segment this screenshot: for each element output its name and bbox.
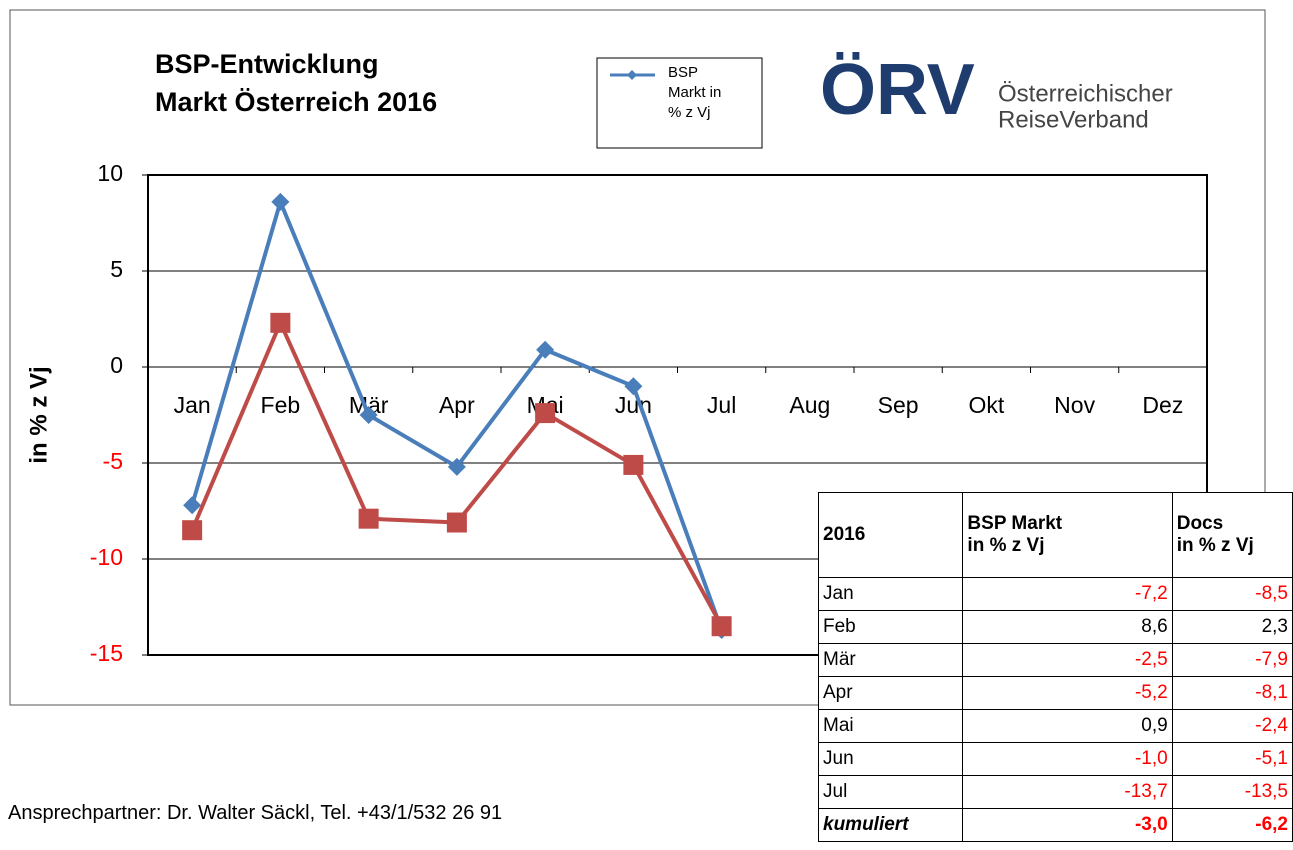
table-row: Jun -1,0 -5,1 bbox=[817, 742, 1293, 776]
y-tick-label: -5 bbox=[103, 448, 123, 474]
table-row: Feb 8,6 2,3 bbox=[817, 610, 1293, 644]
x-tick-label: Jun bbox=[615, 392, 652, 418]
marker bbox=[270, 312, 291, 333]
chart-title: Markt Österreich 2016 bbox=[155, 87, 437, 117]
table-cell: 0,9 bbox=[962, 709, 1173, 743]
table-cell: -1,0 bbox=[962, 742, 1173, 776]
table-cell: 2016 bbox=[817, 492, 964, 578]
marker bbox=[358, 508, 379, 529]
data-table: 2016 BSP Markt in % z Vj Docs in % z Vj Jan -7… bbox=[817, 492, 1293, 842]
header-line: in % z Vj bbox=[967, 535, 1045, 556]
table-cell: BSP Markt in % z Vj bbox=[962, 492, 1173, 578]
marker bbox=[271, 192, 290, 211]
marker bbox=[446, 512, 467, 533]
y-tick-label: -10 bbox=[90, 544, 123, 570]
table-cell: -13,7 bbox=[962, 775, 1173, 809]
logo-text: ReiseVerband bbox=[998, 106, 1149, 133]
table-cell: -3,0 bbox=[962, 808, 1173, 842]
table-cell: -8,5 bbox=[1171, 577, 1293, 611]
table-header: 2016 BSP Markt in % z Vj Docs in % z Vj bbox=[817, 492, 1293, 578]
legend-label: BSP Markt in % z Vj bbox=[668, 64, 722, 121]
x-tick-label: Apr bbox=[439, 392, 475, 418]
x-tick-label: Jul bbox=[707, 392, 736, 418]
x-tick-label: Aug bbox=[789, 392, 830, 418]
table-cell: -8,1 bbox=[1171, 676, 1293, 710]
table-cell: Mär bbox=[817, 643, 964, 677]
table-cell: -7,2 bbox=[962, 577, 1173, 611]
y-tick-label: 10 bbox=[97, 160, 123, 186]
table-cell: -2,4 bbox=[1171, 709, 1293, 743]
x-tick-label: Nov bbox=[1054, 392, 1095, 418]
logo-mark: ÖRV bbox=[820, 50, 975, 130]
legend-box bbox=[596, 57, 763, 149]
y-tick-label: 5 bbox=[110, 256, 123, 282]
table-cell: -13,5 bbox=[1171, 775, 1293, 809]
table-cell: Jun bbox=[817, 742, 964, 776]
table-row: Mär -2,5 -7,9 bbox=[817, 643, 1293, 677]
y-tick-label: 0 bbox=[110, 352, 123, 378]
table-cell: Feb bbox=[817, 610, 964, 644]
marker bbox=[447, 457, 466, 476]
marker bbox=[182, 520, 203, 541]
x-tick-label: Sep bbox=[878, 392, 919, 418]
x-tick-label: Jan bbox=[174, 392, 211, 418]
table-cell: Jul bbox=[817, 775, 964, 809]
table-cell: 2,3 bbox=[1171, 610, 1293, 644]
marker bbox=[711, 616, 732, 637]
marker bbox=[183, 496, 202, 515]
header-line: Docs bbox=[1176, 513, 1224, 534]
marker bbox=[359, 406, 378, 424]
table-cell: -7,9 bbox=[1171, 643, 1293, 677]
x-tick-label: Feb bbox=[261, 392, 301, 418]
header-line: in % z Vj bbox=[1176, 535, 1254, 556]
y-axis-label: in % z Vj bbox=[25, 366, 52, 463]
table-row: Mai 0,9 -2,4 bbox=[817, 709, 1293, 743]
table-row: Apr -5,2 -8,1 bbox=[817, 676, 1293, 710]
table-total: kumuliert -3,0 -6,2 bbox=[817, 808, 1293, 842]
chart-title: BSP-Entwicklung bbox=[155, 49, 379, 79]
footer: Ansprechpartner: Dr. Walter Säckl, Tel. … bbox=[8, 802, 503, 824]
table-cell: kumuliert bbox=[817, 808, 964, 842]
table-cell: 8,6 bbox=[962, 610, 1173, 644]
table-cell: -6,2 bbox=[1171, 808, 1293, 842]
marker bbox=[536, 340, 555, 359]
table-cell: Jan bbox=[817, 577, 964, 611]
x-tick-label: Okt bbox=[968, 392, 1004, 418]
table-row: Jan -7,2 -8,5 bbox=[817, 577, 1293, 611]
table-cell: Apr bbox=[817, 676, 964, 710]
legend-marker bbox=[627, 70, 637, 80]
marker bbox=[623, 454, 644, 475]
marker bbox=[535, 403, 556, 424]
table-cell: Docs in % z Vj bbox=[1171, 492, 1293, 578]
table-cell: -5,1 bbox=[1171, 742, 1293, 776]
header-line: BSP Markt bbox=[967, 513, 1063, 534]
table-cell: Mai bbox=[817, 709, 964, 743]
logo-text: Österreichischer bbox=[998, 80, 1173, 107]
table-cell: -5,2 bbox=[962, 676, 1173, 710]
plot-border bbox=[147, 174, 1208, 656]
x-tick-label: Dez bbox=[1142, 392, 1183, 418]
table-row: Jul -13,7 -13,5 bbox=[817, 775, 1293, 809]
y-tick-label: -15 bbox=[90, 640, 123, 666]
table-cell: -2,5 bbox=[962, 643, 1173, 677]
marker bbox=[624, 377, 643, 396]
